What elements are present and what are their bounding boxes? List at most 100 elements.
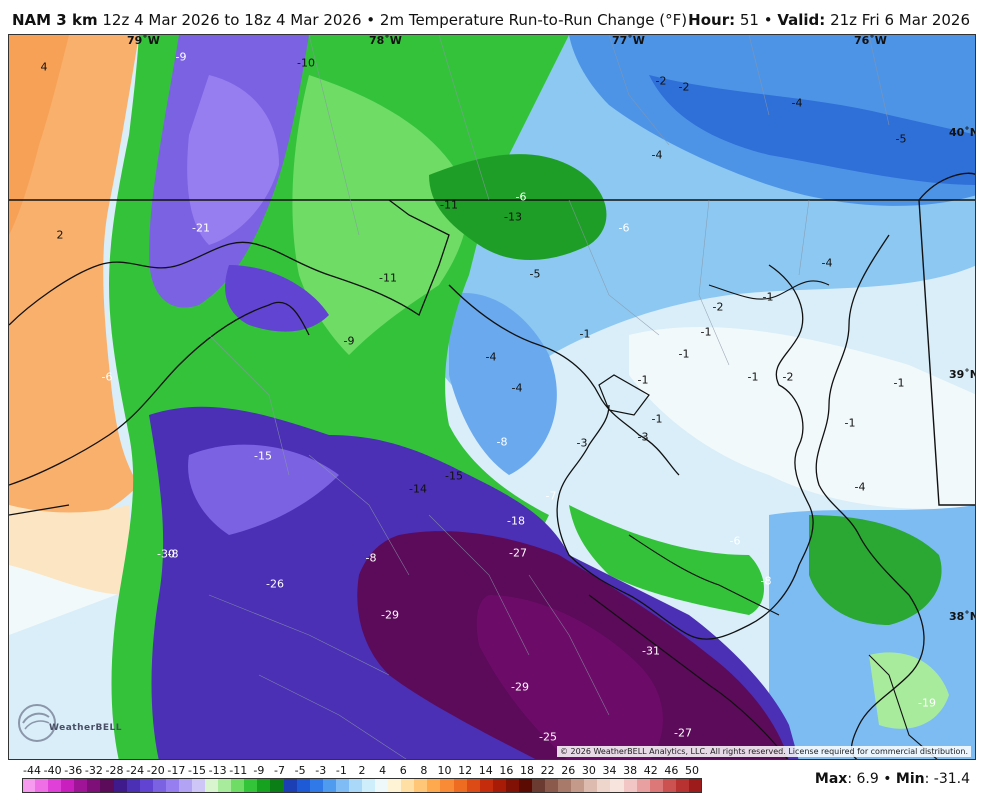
- warm-region-west: [9, 35, 139, 535]
- temperature-change-value: -1: [700, 325, 712, 339]
- pale-orange-region: [9, 505, 129, 595]
- color-legend: -44 -40 -36 -32 -28 -24 -20 -17 -15 -13 -11 -9 -7 -5-…: [22, 764, 703, 796]
- legend-color-swatch: [401, 778, 415, 793]
- delaware-border: [918, 199, 975, 506]
- temperature-change-value: -1: [651, 412, 663, 426]
- legend-color-swatch: [505, 778, 520, 793]
- temperature-change-value: -1: [747, 370, 759, 384]
- legend-color-swatch: [688, 778, 703, 793]
- legend-color-swatch: [231, 778, 245, 793]
- legend-color-swatch: [178, 778, 193, 793]
- legend-tick-label: -13: [208, 764, 227, 777]
- temperature-change-value: -15: [254, 449, 272, 463]
- legend-color-swatch: [545, 778, 559, 793]
- strongest-cooling-core: [476, 595, 663, 759]
- legend-tick-label: -20: [146, 764, 165, 777]
- latitude-label: 39˚N: [949, 368, 975, 381]
- legend-tick-label: -36: [64, 764, 83, 777]
- legend-color-swatch: [61, 778, 75, 793]
- legend-tick-label: -44: [23, 764, 41, 777]
- temperature-change-value: -2: [712, 300, 724, 314]
- hour-label: Hour:: [688, 11, 736, 29]
- temperature-change-field: [9, 35, 975, 759]
- longitude-label: 76˚W: [854, 34, 887, 47]
- temperature-change-value: -3: [637, 430, 649, 444]
- bay-tributary-north: [708, 280, 830, 300]
- legend-color-swatch: [22, 778, 36, 793]
- legend-color-swatch: [205, 778, 219, 793]
- blue-region-central: [449, 293, 557, 475]
- wv-border-southwest: [9, 504, 70, 516]
- chesapeake-east-shore: [815, 234, 925, 759]
- temperature-change-value: -30: [157, 547, 175, 561]
- temperature-change-value: -9: [175, 50, 187, 64]
- legend-color-swatch: [636, 778, 651, 793]
- temperature-change-value: -15: [445, 469, 463, 483]
- temperature-change-value: -4: [485, 350, 497, 364]
- legend-color-swatch: [87, 778, 101, 793]
- temperature-change-value: -25: [539, 730, 557, 744]
- legend-tick-label: 14: [478, 764, 493, 777]
- weatherbell-logo: [18, 704, 56, 742]
- temperature-change-value: -2: [678, 80, 690, 94]
- temperature-change-value: -1: [844, 416, 856, 430]
- legend-color-swatch: [597, 778, 611, 793]
- temperature-change-value: -1: [579, 327, 591, 341]
- legend-color-swatch: [348, 778, 363, 793]
- temperature-change-value: -5: [529, 267, 541, 281]
- legend-color-swatch: [35, 778, 49, 793]
- legend-color-swatch: [335, 778, 350, 793]
- temperature-change-value: -18: [507, 514, 525, 528]
- legend-color-swatch: [532, 778, 546, 793]
- light-green-region-southeast: [869, 652, 949, 729]
- temperature-change-value: -8: [760, 574, 772, 588]
- county-lines: [208, 35, 890, 759]
- warm-core-west: [9, 35, 69, 235]
- legend-tick-label: -3: [315, 764, 327, 777]
- legend-tick-label: 18: [520, 764, 534, 777]
- de-pa-arc: [918, 172, 975, 201]
- legend-color-swatch: [126, 778, 141, 793]
- temperature-change-value: -5: [895, 132, 907, 146]
- legend-color-swatch: [309, 778, 324, 793]
- legend-color-swatch: [192, 778, 206, 793]
- legend-color-swatch: [584, 778, 598, 793]
- temperature-change-value: -4: [791, 96, 803, 110]
- temperature-change-value: -4: [651, 148, 663, 162]
- temperature-change-value: -2: [655, 74, 667, 88]
- legend-color-swatch: [257, 778, 271, 793]
- temperature-change-value: -7: [545, 489, 557, 503]
- legend-color-swatch: [623, 778, 638, 793]
- potomac-river: [448, 284, 680, 476]
- dark-blue-region-northeast: [649, 75, 975, 185]
- legend-tick-label: -15: [188, 764, 206, 777]
- temperature-change-value: -8: [167, 547, 179, 561]
- legend-color-swatch: [440, 778, 455, 793]
- min-value: : -31.4: [924, 771, 970, 787]
- temperature-change-value: -1: [637, 373, 649, 387]
- map-panel[interactable]: 4 -9 -10 -2 -2 -4 -5 -4 2 -21 -11 -13 -6 -6 -4 -5 -2 -1 -1…: [8, 34, 976, 760]
- legend-color-swatch: [375, 778, 389, 793]
- purple-region-ridge: [225, 265, 329, 332]
- legend-tick-label: -9: [253, 764, 265, 777]
- max-value: : 6.9 •: [847, 771, 892, 787]
- temperature-change-value: -6: [618, 221, 630, 235]
- hour-value: 51 •: [739, 11, 773, 29]
- legend-tick-label: -1: [335, 764, 347, 777]
- longitude-label: 79˚W: [127, 34, 160, 47]
- temperature-change-value: -8: [365, 551, 377, 565]
- legend-tick-label: 2: [358, 764, 366, 777]
- legend-tick-label: -24: [126, 764, 145, 777]
- legend-color-swatch: [165, 778, 180, 793]
- temperature-change-value: -27: [509, 546, 527, 560]
- rappahannock-shore: [588, 594, 789, 759]
- legend-tick-label: 12: [458, 764, 473, 777]
- legend-tick-label: 4: [379, 764, 387, 777]
- latitude-label: 40˚N: [949, 126, 975, 139]
- temperature-change-value: -19: [918, 696, 936, 710]
- legend-color-swatch: [427, 778, 441, 793]
- potomac-mouth-shore: [628, 534, 780, 616]
- temperature-change-value: -1: [762, 290, 774, 304]
- legend-tick-label: -5: [294, 764, 306, 777]
- longitude-label: 77˚W: [612, 34, 645, 47]
